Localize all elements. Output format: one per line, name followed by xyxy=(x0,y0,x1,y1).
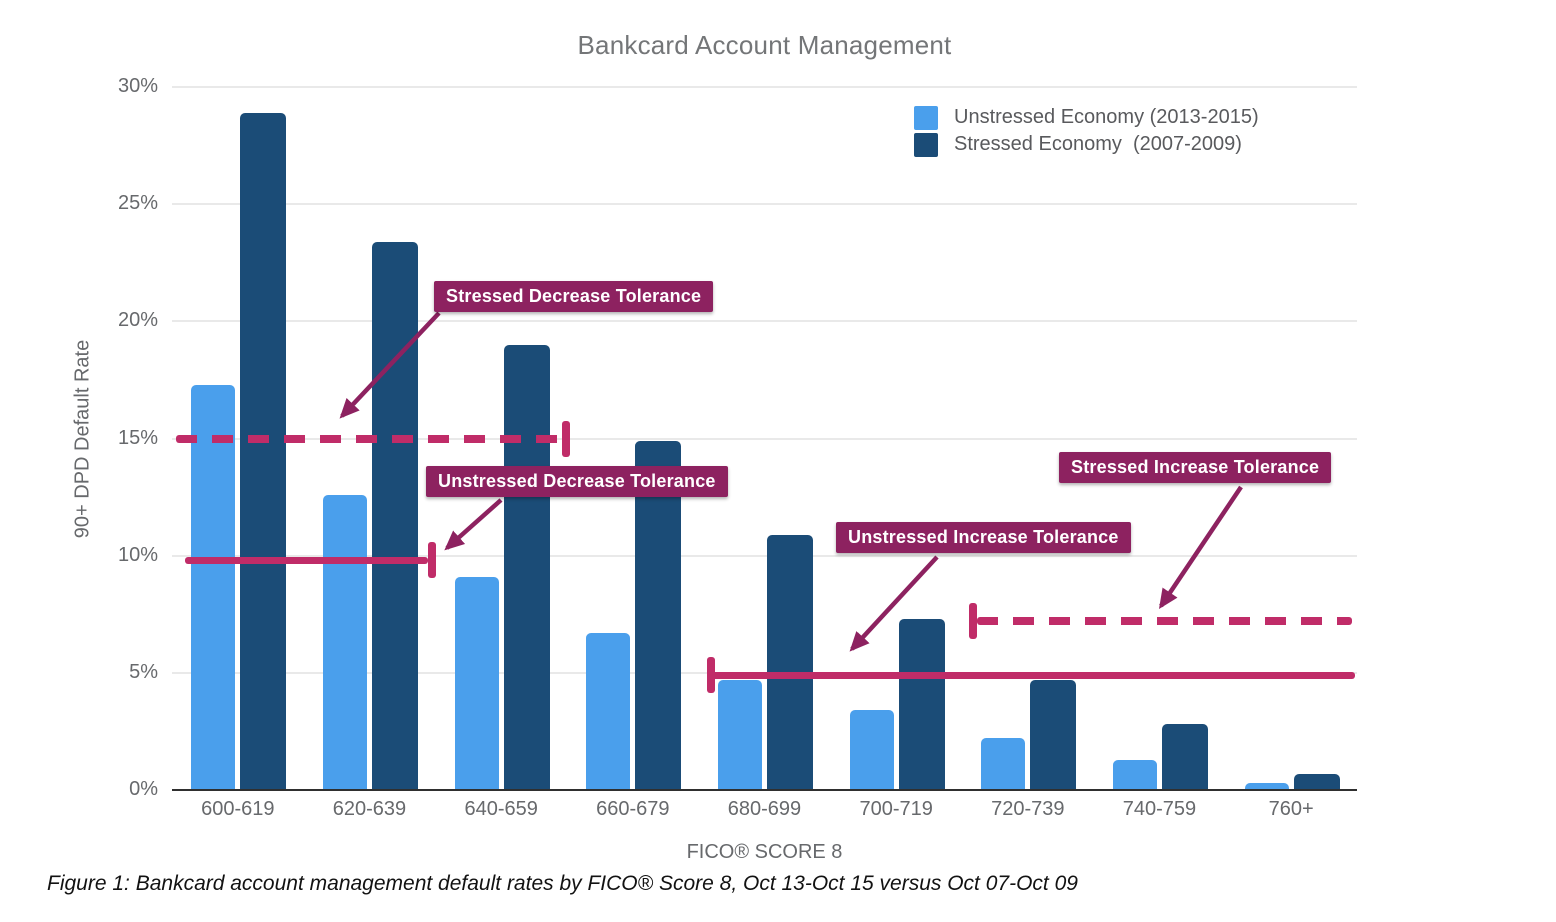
bar-unstressed xyxy=(849,710,894,790)
y-axis-tick-label: 30% xyxy=(117,75,158,97)
chart-title: Bankcard Account Management xyxy=(577,30,952,60)
x-axis-tick-label: 720-739 xyxy=(991,798,1065,820)
bar-stressed xyxy=(1162,724,1208,790)
annotation-label-stressed-increase-tolerance: Stressed Increase Tolerance xyxy=(1059,452,1332,483)
legend-item-unstressed: Unstressed Economy (2013-2015) xyxy=(914,104,1259,131)
annotation-label-unstressed-increase-tolerance: Unstressed Increase Tolerance xyxy=(836,522,1131,553)
y-axis-tick-label: 5% xyxy=(129,660,158,683)
y-axis-tick-label: 10% xyxy=(117,543,158,566)
annotation-arrow xyxy=(444,498,503,551)
x-axis-line xyxy=(172,789,1357,791)
bar-unstressed xyxy=(323,494,367,790)
x-axis-tick-label: 760+ xyxy=(1268,798,1314,820)
bar-unstressed xyxy=(191,384,236,790)
x-axis-tick-label: 740-759 xyxy=(1122,798,1197,820)
annotation-label-unstressed-decrease-tolerance: Unstressed Decrease Tolerance xyxy=(426,466,728,497)
legend: Unstressed Economy (2013-2015) Stressed … xyxy=(914,104,1259,158)
bar-unstressed xyxy=(1113,759,1157,790)
x-axis-tick-label: 700-719 xyxy=(859,798,933,820)
y-axis-tick-label: 25% xyxy=(117,192,158,215)
legend-label-stressed: Stressed Economy (2007-2009) xyxy=(954,133,1242,155)
bar-unstressed xyxy=(454,576,499,790)
bar-stressed xyxy=(1293,773,1340,790)
tolerance-line-end-tick xyxy=(969,603,977,640)
bar-stressed xyxy=(898,618,945,790)
bar-unstressed xyxy=(981,738,1026,790)
tolerance-line-solid xyxy=(711,671,1355,679)
bar-stressed xyxy=(1030,679,1077,790)
x-axis-tick-label: 600-619 xyxy=(201,798,275,820)
bar-stressed xyxy=(767,534,813,790)
bar-unstressed xyxy=(718,679,762,790)
gridline xyxy=(172,437,1357,440)
legend-item-stressed: Stressed Economy (2007-2009) xyxy=(914,131,1259,158)
tolerance-line-end-tick xyxy=(428,542,436,579)
tolerance-line-solid xyxy=(185,556,428,564)
x-axis-tick-label: 640-659 xyxy=(464,798,538,820)
gridline xyxy=(172,86,1357,88)
bar-stressed xyxy=(372,241,418,790)
legend-swatch-stressed-icon xyxy=(914,132,938,157)
annotation-label-stressed-decrease-tolerance: Stressed Decrease Tolerance xyxy=(434,281,714,312)
y-axis-tick-label: 15% xyxy=(117,426,158,449)
bar-stressed xyxy=(503,344,550,790)
legend-label-unstressed: Unstressed Economy (2013-2015) xyxy=(954,106,1259,128)
annotation-arrow xyxy=(1158,485,1243,609)
bar-unstressed xyxy=(586,632,631,790)
y-axis-tick-label: 20% xyxy=(117,309,158,332)
y-axis-tick-label: 0% xyxy=(129,778,158,800)
bar-unstressed xyxy=(1244,782,1289,790)
tolerance-line-end-tick xyxy=(707,657,715,694)
tolerance-line-end-tick xyxy=(562,420,570,457)
tolerance-line-dashed xyxy=(977,617,1352,626)
x-axis-tick-label: 620-639 xyxy=(332,798,407,820)
gridline xyxy=(172,554,1357,557)
tolerance-line-dashed xyxy=(176,434,561,443)
bar-stressed xyxy=(635,440,682,790)
legend-swatch-unstressed-icon xyxy=(914,105,938,130)
x-axis-tick-label: 660-679 xyxy=(596,798,670,820)
x-axis-title: FICO® SCORE 8 xyxy=(686,841,843,863)
figure-caption: Figure 1: Bankcard account management de… xyxy=(47,872,1078,895)
gridline xyxy=(172,203,1357,206)
gridline xyxy=(172,320,1357,323)
bar-stressed xyxy=(240,112,287,790)
x-axis-tick-label: 680-699 xyxy=(727,798,802,820)
